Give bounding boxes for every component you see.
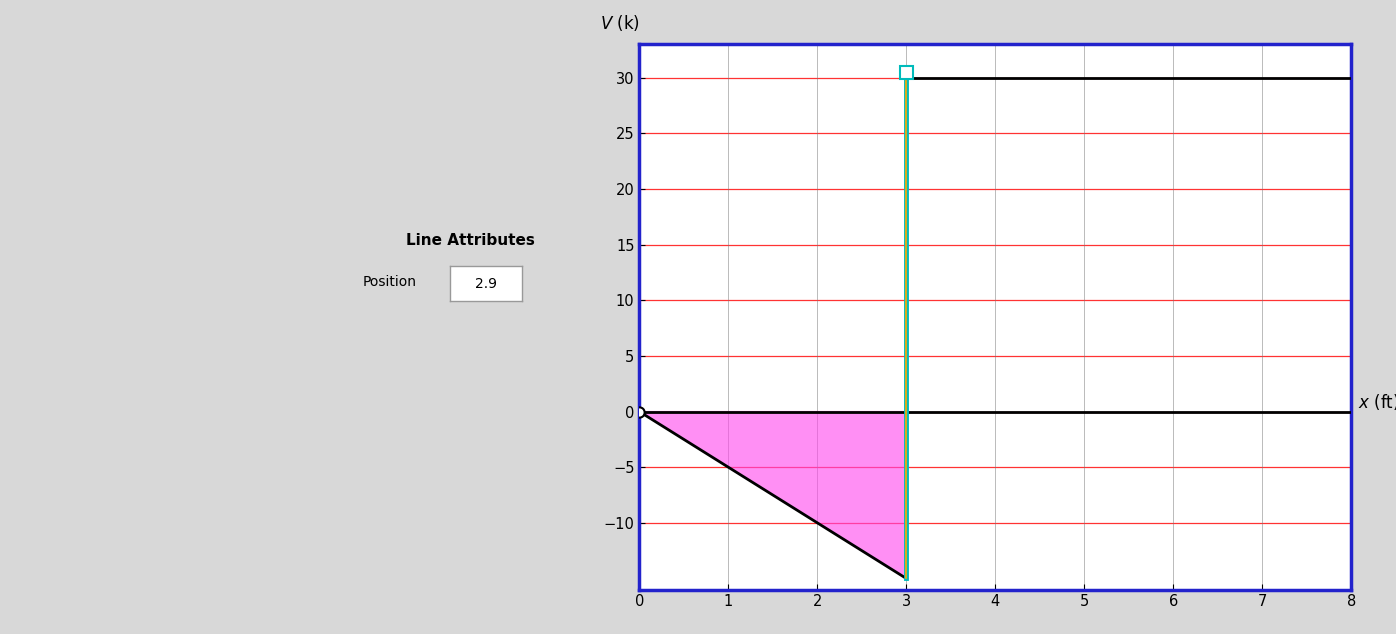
Text: $V$ (k): $V$ (k)	[600, 13, 639, 34]
Polygon shape	[639, 411, 906, 578]
Bar	[899, 65, 913, 79]
Text: $x$ (ft): $x$ (ft)	[1358, 392, 1396, 411]
Point	[628, 406, 651, 417]
Text: Line Attributes: Line Attributes	[406, 233, 535, 249]
Text: 2.9: 2.9	[475, 276, 497, 291]
Text: Position: Position	[363, 275, 417, 289]
